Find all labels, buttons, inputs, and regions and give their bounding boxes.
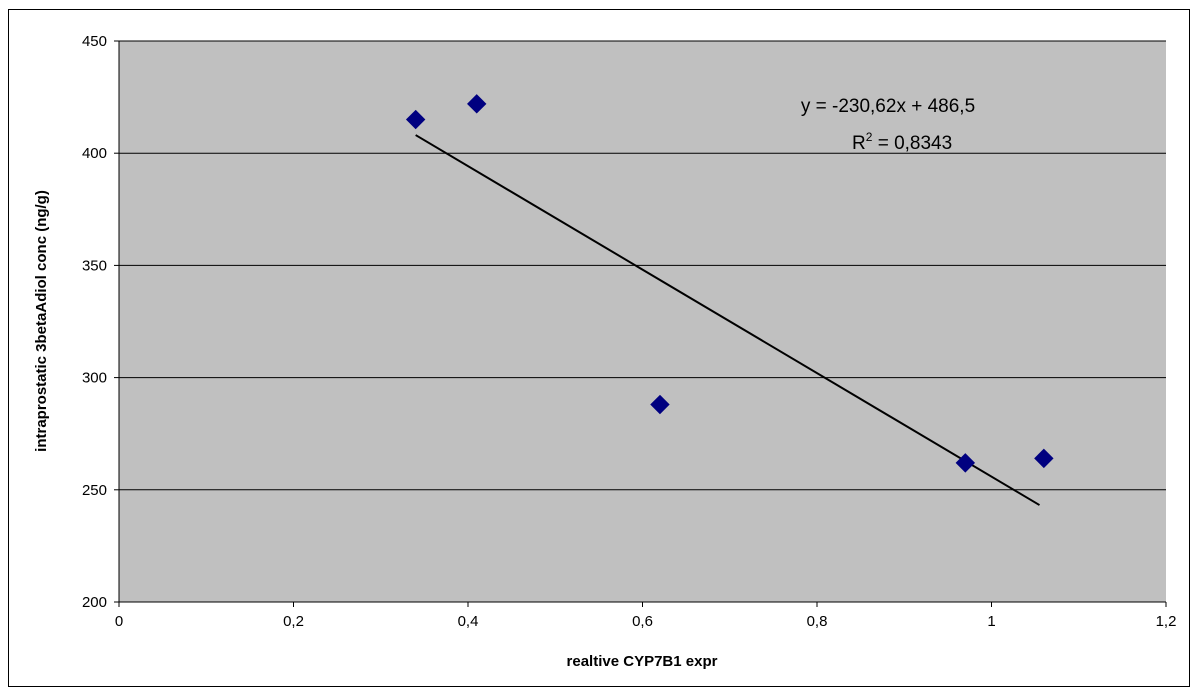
y-tick-label: 400: [82, 145, 107, 162]
y-tick-label: 350: [82, 257, 107, 274]
x-tick-label: 0,8: [807, 613, 828, 630]
x-axis-title: realtive CYP7B1 expr: [567, 653, 718, 670]
x-tick-label: 1: [987, 613, 995, 630]
data-point: [405, 109, 426, 130]
x-tick-label: 0,2: [283, 613, 304, 630]
chart-frame: [8, 9, 1190, 687]
y-tick-label: 250: [82, 482, 107, 499]
data-point: [955, 453, 976, 473]
y-tick-labels: 200 250 300 350 400 450: [82, 33, 107, 611]
trendline-equation: y = -230,62x + 486,5: [801, 96, 975, 117]
y-axis-title: intraprostatic 3betaAdiol conc (ng/g): [33, 190, 50, 452]
data-point: [650, 394, 670, 415]
x-tick-label: 0,6: [632, 613, 653, 630]
data-points: [405, 94, 1054, 473]
r-squared-label: R2 = 0,8343: [852, 130, 952, 154]
y-tick-label: 300: [82, 370, 107, 387]
trendline-line: [415, 134, 1040, 506]
y-tick-label: 200: [82, 594, 107, 611]
axes: [114, 40, 1167, 607]
trendline: [415, 134, 1040, 506]
x-tick-labels: 0 0,2 0,4 0,6 0,8 1 1,2: [115, 613, 1177, 630]
x-tick-label: 1,2: [1156, 613, 1177, 630]
y-tick-label: 450: [82, 33, 107, 50]
data-point: [1034, 448, 1054, 469]
x-tick-label: 0,4: [458, 613, 479, 630]
data-point: [467, 94, 487, 114]
plot-area: [119, 41, 1166, 602]
x-tick-label: 0: [115, 613, 123, 630]
gridlines: [119, 40, 1166, 491]
